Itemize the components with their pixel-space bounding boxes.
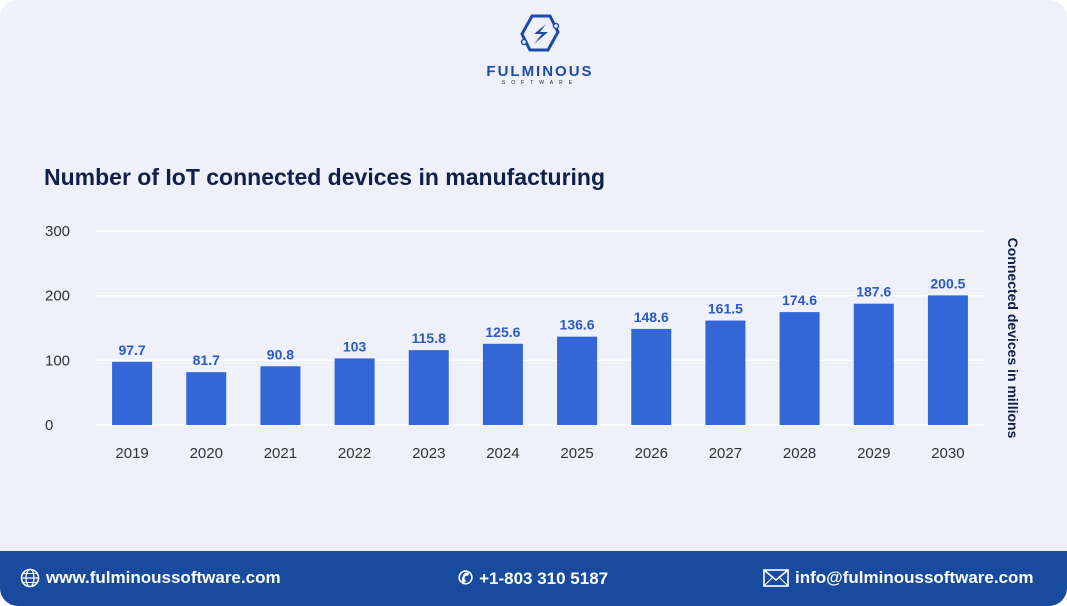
footer-email[interactable]: info@fulminoussoftware.com [763, 568, 1034, 588]
bar-chart: 0 100 200 300 97.7 2019 81.7 2020 90.8 2021 103 202… [45, 223, 985, 462]
x-tick-label: 2026 [635, 445, 668, 462]
x-tick-label: 2029 [857, 445, 890, 462]
data-label: 97.7 [118, 342, 145, 358]
bar [186, 372, 227, 425]
footer-website[interactable]: www.fulminoussoftware.com [20, 568, 281, 588]
data-label: 161.5 [708, 301, 743, 317]
logo-hexagon-bolt-icon [520, 14, 560, 52]
logo-name: FULMINOUS [486, 63, 594, 80]
y-tick-label: 300 [45, 223, 70, 240]
x-tick-label: 2027 [709, 445, 742, 462]
y-tick-label: 100 [45, 352, 70, 369]
bar [853, 303, 894, 425]
bar [557, 336, 598, 425]
bar [927, 295, 968, 425]
x-tick-label: 2020 [190, 445, 223, 462]
x-tick-label: 2021 [264, 445, 297, 462]
x-tick-label: 2028 [783, 445, 816, 462]
data-label: 200.5 [930, 275, 965, 291]
logo-tagline: SOFTWARE [501, 80, 579, 86]
phone-text: +1-803 310 5187 [479, 568, 609, 588]
y-axis-label: Connected devices in millions [1005, 237, 1021, 439]
y-tick-label: 0 [45, 417, 53, 434]
data-label: 115.8 [412, 330, 446, 346]
data-label: 136.6 [560, 317, 595, 333]
data-label: 81.7 [193, 352, 220, 368]
bar [334, 358, 375, 425]
x-tick-label: 2022 [338, 445, 371, 462]
data-label: 174.6 [782, 292, 817, 308]
logo: FULMINOUS SOFTWARE [480, 12, 600, 86]
data-label: 125.6 [485, 324, 520, 340]
bar [631, 328, 672, 425]
phone-icon: ✆ [458, 568, 474, 588]
bar [779, 312, 820, 425]
chart-title: Number of IoT connected devices in manuf… [44, 164, 606, 190]
bar [705, 320, 746, 425]
x-tick-label: 2023 [412, 445, 445, 462]
x-tick-label: 2030 [931, 445, 964, 462]
data-label: 187.6 [856, 284, 891, 300]
bar [260, 366, 301, 425]
x-tick-label: 2024 [486, 445, 519, 462]
envelope-icon [763, 569, 789, 587]
globe-icon [20, 568, 40, 588]
bar [482, 343, 523, 425]
data-label: 103 [343, 338, 367, 354]
data-label: 148.6 [634, 309, 669, 325]
bar [112, 361, 153, 425]
y-tick-label: 200 [45, 288, 70, 305]
footer-phone[interactable]: ✆ +1-803 310 5187 [458, 568, 608, 589]
data-label: 90.8 [267, 346, 294, 362]
email-text: info@fulminoussoftware.com [795, 568, 1034, 587]
website-text: www.fulminoussoftware.com [46, 568, 281, 587]
x-tick-label: 2025 [560, 445, 593, 462]
bar [408, 350, 449, 425]
x-tick-label: 2019 [115, 445, 148, 462]
footer: www.fulminoussoftware.com ✆ +1-803 310 5… [0, 551, 1067, 606]
